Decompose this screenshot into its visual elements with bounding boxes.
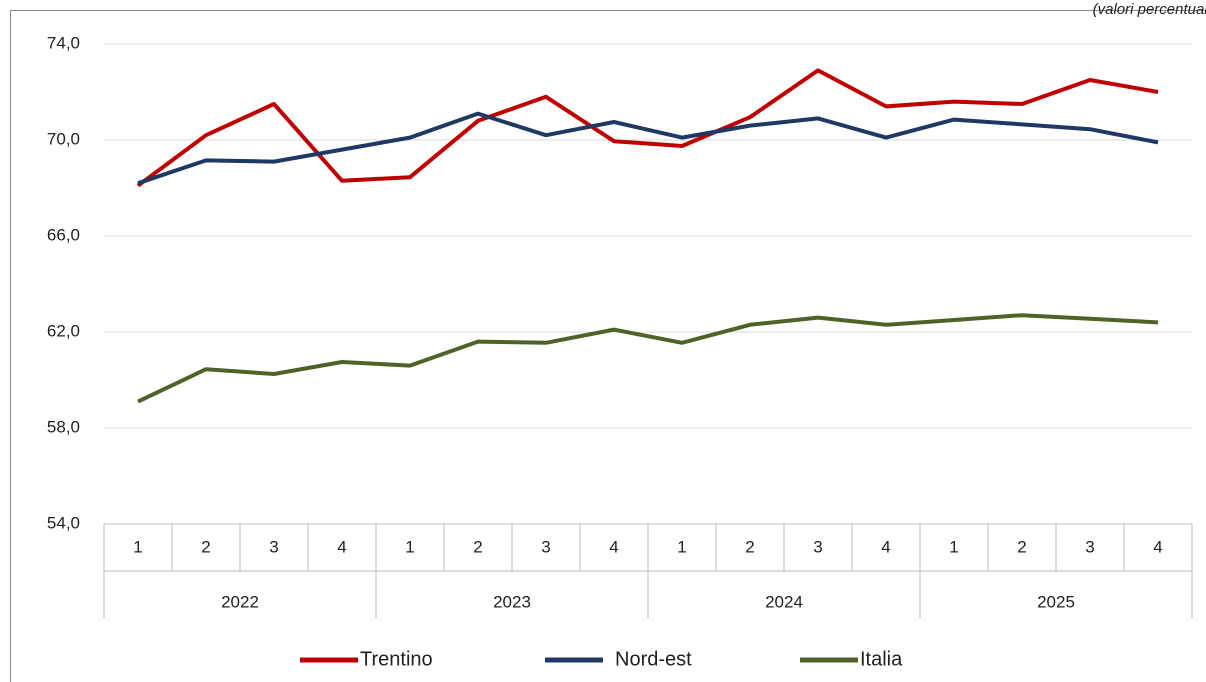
x-tick-label: 2 [745,537,754,556]
x-tick-label: 3 [541,537,550,556]
x-tick-label: 3 [1085,537,1094,556]
x-group-label: 2023 [493,592,531,611]
legend-label: Italia [860,648,903,670]
y-tick-label: 70,0 [47,129,80,148]
x-tick-label: 4 [881,537,890,556]
x-group-label: 2025 [1037,592,1075,611]
series-line [136,68,1159,188]
y-tick-label: 62,0 [47,321,80,340]
y-tick-label: 66,0 [47,225,80,244]
x-tick-label: 4 [1153,537,1162,556]
x-tick-label: 1 [133,537,142,556]
x-tick-label: 1 [677,537,686,556]
chart-frame [10,10,1206,682]
x-tick-label: 1 [949,537,958,556]
x-tick-label: 3 [813,537,822,556]
x-tick-label: 2 [473,537,482,556]
series-line [137,313,1159,404]
x-tick-label: 4 [337,537,346,556]
x-tick-label: 3 [269,537,278,556]
x-group-label: 2022 [221,592,259,611]
x-tick-label: 2 [201,537,210,556]
x-group-label: 2024 [765,592,803,611]
x-tick-label: 4 [609,537,618,556]
y-tick-label: 74,0 [47,33,80,52]
y-tick-label: 58,0 [47,417,80,436]
series-line [137,111,1159,186]
legend-label: Nord-est [615,648,692,670]
x-tick-label: 1 [405,537,414,556]
y-tick-label: 54,0 [47,513,80,532]
legend-label: Trentino [360,648,433,670]
x-tick-label: 2 [1017,537,1026,556]
chart-subtitle: (valori percentuali) [1093,1,1206,18]
